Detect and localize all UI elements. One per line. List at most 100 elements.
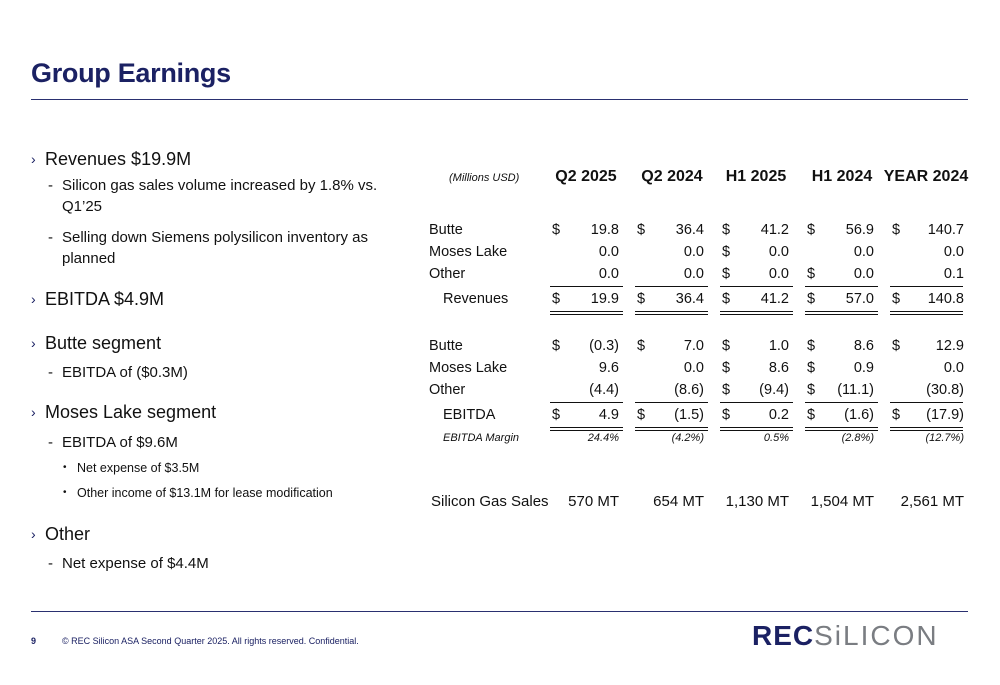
currency-symbol: $ [722, 222, 731, 238]
table-cell: 0.0 [598, 266, 619, 282]
currency-symbol: $ [892, 291, 901, 307]
total-label: Revenues [443, 291, 509, 307]
table-cell: 0.1 [943, 266, 964, 282]
currency-symbol: $ [807, 338, 816, 354]
sub-sub-bullet: • Net expense of $3.5M [63, 461, 200, 475]
table-cell: 0.0 [853, 244, 874, 260]
subtotal-rule [635, 286, 708, 287]
total-cell: (17.9) [926, 407, 964, 423]
currency-symbol: $ [892, 222, 901, 238]
currency-symbol: $ [722, 407, 731, 423]
total-rule [805, 314, 878, 315]
table-cell: 36.4 [675, 222, 704, 238]
currency-symbol: $ [722, 244, 731, 260]
total-rule [890, 311, 963, 312]
chevron-right-icon: › [31, 291, 36, 307]
currency-symbol: $ [722, 360, 731, 376]
currency-symbol: $ [637, 222, 646, 238]
total-cell: (1.6) [844, 407, 874, 423]
currency-symbol: $ [552, 222, 561, 238]
table-cell: 0.9 [853, 360, 874, 376]
table-cell: (9.4) [759, 382, 789, 398]
column-header: Q2 2025 [555, 168, 617, 185]
total-rule [550, 427, 623, 428]
sub-bullet: - Silicon gas sales volume increased by 1… [48, 177, 378, 215]
total-rule [635, 427, 708, 428]
gas-sales-cell: 570 MT [568, 493, 619, 510]
currency-symbol: $ [637, 338, 646, 354]
table-cell: 56.9 [845, 222, 874, 238]
total-rule [720, 311, 793, 312]
gas-sales-cell: 1,504 MT [810, 493, 874, 510]
row-label: Other [429, 266, 466, 282]
currency-symbol: $ [807, 222, 816, 238]
currency-symbol: $ [722, 266, 731, 282]
table-cell: 140.7 [927, 222, 964, 238]
subtotal-rule [890, 402, 963, 403]
margin-cell: 0.5% [763, 432, 789, 444]
table-cell: (11.1) [837, 382, 874, 398]
table-cell: 1.0 [768, 338, 789, 354]
total-rule [890, 427, 963, 428]
margin-cell: (2.8%) [841, 432, 874, 444]
total-cell: 41.2 [760, 291, 789, 307]
currency-symbol: $ [552, 407, 561, 423]
table-cell: 9.6 [598, 360, 619, 376]
bullet-other: › Other [31, 524, 91, 544]
title-divider [31, 99, 968, 100]
total-cell: 140.8 [927, 291, 964, 307]
currency-symbol: $ [552, 291, 561, 307]
currency-symbol: $ [892, 407, 901, 423]
bullet-butte: › Butte segment [31, 333, 162, 353]
rec-silicon-logo: RECSiLICON [752, 620, 939, 651]
summary-bullets: › Revenues $19.9M - Silicon gas sales volu… [31, 148, 401, 574]
subtotal-rule [805, 286, 878, 287]
footer-divider [31, 611, 968, 612]
table-cell: 0.0 [943, 360, 964, 376]
margin-label: EBITDA Margin [443, 432, 520, 444]
row-label: Butte [429, 222, 463, 238]
total-cell: 0.2 [768, 407, 789, 423]
sub-sub-bullet: • Other income of $13.1M for lease modifi… [63, 486, 333, 500]
row-label: Butte [429, 338, 463, 354]
bullet-revenues: › Revenues $19.9M [31, 149, 192, 169]
page-title: Group Earnings [31, 58, 231, 88]
currency-symbol: $ [637, 407, 646, 423]
total-cell: 19.9 [590, 291, 619, 307]
total-rule [805, 311, 878, 312]
subtotal-rule [635, 402, 708, 403]
table-cell: 41.2 [760, 222, 789, 238]
subtotal-rule [550, 286, 623, 287]
gas-sales-cell: 2,561 MT [900, 493, 964, 510]
column-header: H1 2024 [811, 168, 873, 185]
table-cell: 19.8 [590, 222, 619, 238]
table-cell: (30.8) [926, 382, 964, 398]
margin-cell: (12.7%) [925, 432, 964, 444]
currency-symbol: $ [722, 382, 731, 398]
currency-symbol: $ [807, 407, 816, 423]
chevron-right-icon: › [31, 335, 36, 351]
total-rule [720, 430, 793, 431]
currency-symbol: $ [892, 338, 901, 354]
row-label: Other [429, 382, 466, 398]
sub-bullet: - Selling down Siemens polysilicon invent… [48, 229, 368, 267]
total-cell: 57.0 [845, 291, 874, 307]
table-cell: 0.0 [943, 244, 964, 260]
page-number: 9 [31, 636, 37, 646]
total-rule [635, 430, 708, 431]
currency-symbol: $ [807, 291, 816, 307]
subtotal-rule [805, 402, 878, 403]
currency-symbol: $ [807, 266, 816, 282]
total-rule [550, 311, 623, 312]
bullet-ebitda: › EBITDA $4.9M [31, 289, 165, 309]
gas-sales-cell: 654 MT [653, 493, 704, 510]
subtotal-rule [720, 286, 793, 287]
total-rule [635, 311, 708, 312]
total-rule [805, 430, 878, 431]
currency-symbol: $ [807, 382, 816, 398]
total-rule [890, 314, 963, 315]
sub-bullet: - Net expense of $4.4M [48, 555, 209, 572]
currency-symbol: $ [722, 291, 731, 307]
chevron-right-icon: › [31, 151, 36, 167]
total-rule [890, 430, 963, 431]
